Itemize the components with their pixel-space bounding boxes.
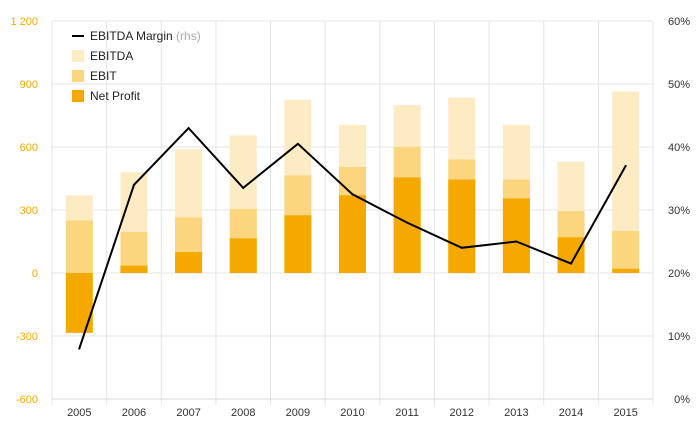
point-ebitda-margin-2013 (515, 240, 518, 243)
bar-ebit-2015 (612, 231, 640, 273)
left-tick-label: 900 (20, 79, 38, 91)
x-tick-label: 2015 (613, 407, 637, 419)
x-tick-label: 2006 (122, 407, 146, 419)
legend-label-suffix: (rhs) (173, 29, 201, 43)
point-ebitda-margin-2005 (78, 347, 81, 350)
x-tick-label: 2007 (176, 407, 200, 419)
x-tick-label: 2008 (231, 407, 255, 419)
right-tick-label: 0% (674, 394, 690, 406)
legend-swatch-ebit (72, 70, 84, 82)
left-tick-label: 1 200 (10, 16, 38, 28)
bar-net-profit-2007 (175, 252, 203, 273)
left-tick-label: 0 (32, 268, 38, 280)
bar-net-profit-2008 (229, 238, 257, 273)
point-ebitda-margin-2012 (460, 246, 463, 249)
bar-net-profit-2014 (557, 237, 585, 273)
right-tick-label: 30% (668, 205, 690, 217)
bar-ebit-2005 (65, 220, 93, 273)
point-ebitda-margin-2006 (132, 183, 135, 186)
right-tick-label: 50% (668, 79, 690, 91)
legend-label: EBITDA (90, 49, 133, 63)
left-tick-label: -600 (16, 394, 38, 406)
legend-label: Net Profit (90, 89, 141, 103)
point-ebitda-margin-2011 (406, 221, 409, 224)
point-ebitda-margin-2007 (187, 127, 190, 130)
x-tick-label: 2011 (395, 407, 419, 419)
x-tick-label: 2013 (504, 407, 528, 419)
bar-net-profit-2005 (65, 273, 93, 333)
right-axis: 0% 10% 20% 30% 40% 50% 60% (668, 16, 690, 406)
x-tick-label: 2014 (559, 407, 583, 419)
gridlines (51, 20, 654, 405)
point-ebitda-margin-2010 (351, 193, 354, 196)
bar-net-profit-2010 (339, 195, 366, 273)
left-tick-label: 300 (20, 205, 38, 217)
right-tick-label: 60% (668, 16, 690, 28)
x-tick-label: 2010 (340, 407, 364, 419)
point-ebitda-margin-2015 (624, 164, 627, 167)
legend: EBITDA Margin (rhs) EBITDA EBIT Net Profit (72, 29, 201, 103)
bar-net-profit-2006 (120, 265, 148, 273)
x-tick-label: 2012 (450, 407, 474, 419)
bar-net-profit-2009 (284, 215, 312, 273)
x-tick-label: 2009 (286, 407, 310, 419)
bar-net-profit-2012 (448, 179, 476, 273)
legend-label: EBITDA Margin (rhs) (90, 29, 201, 43)
x-tick-label: 2005 (67, 407, 91, 419)
bar-net-profit-2011 (393, 177, 421, 273)
bar-net-profit-2015 (612, 268, 640, 273)
point-ebitda-margin-2014 (570, 262, 573, 265)
left-tick-label: 600 (20, 142, 38, 154)
left-tick-label: -300 (16, 331, 38, 343)
left-axis: -600 -300 0 300 600 900 1 200 (10, 16, 38, 406)
x-axis: 2005 2006 2007 2008 2009 2010 2011 2012 2013 2014… (67, 407, 638, 419)
legend-swatch-net-profit (72, 90, 84, 102)
legend-swatch-ebitda (72, 50, 84, 62)
legend-label: EBIT (90, 69, 117, 83)
bar-net-profit-2013 (502, 198, 530, 273)
right-tick-label: 20% (668, 268, 690, 280)
right-tick-label: 10% (668, 331, 690, 343)
point-ebitda-margin-2008 (242, 186, 245, 189)
right-tick-label: 40% (668, 142, 690, 154)
line-series (78, 126, 627, 350)
point-ebitda-margin-2009 (296, 142, 299, 145)
